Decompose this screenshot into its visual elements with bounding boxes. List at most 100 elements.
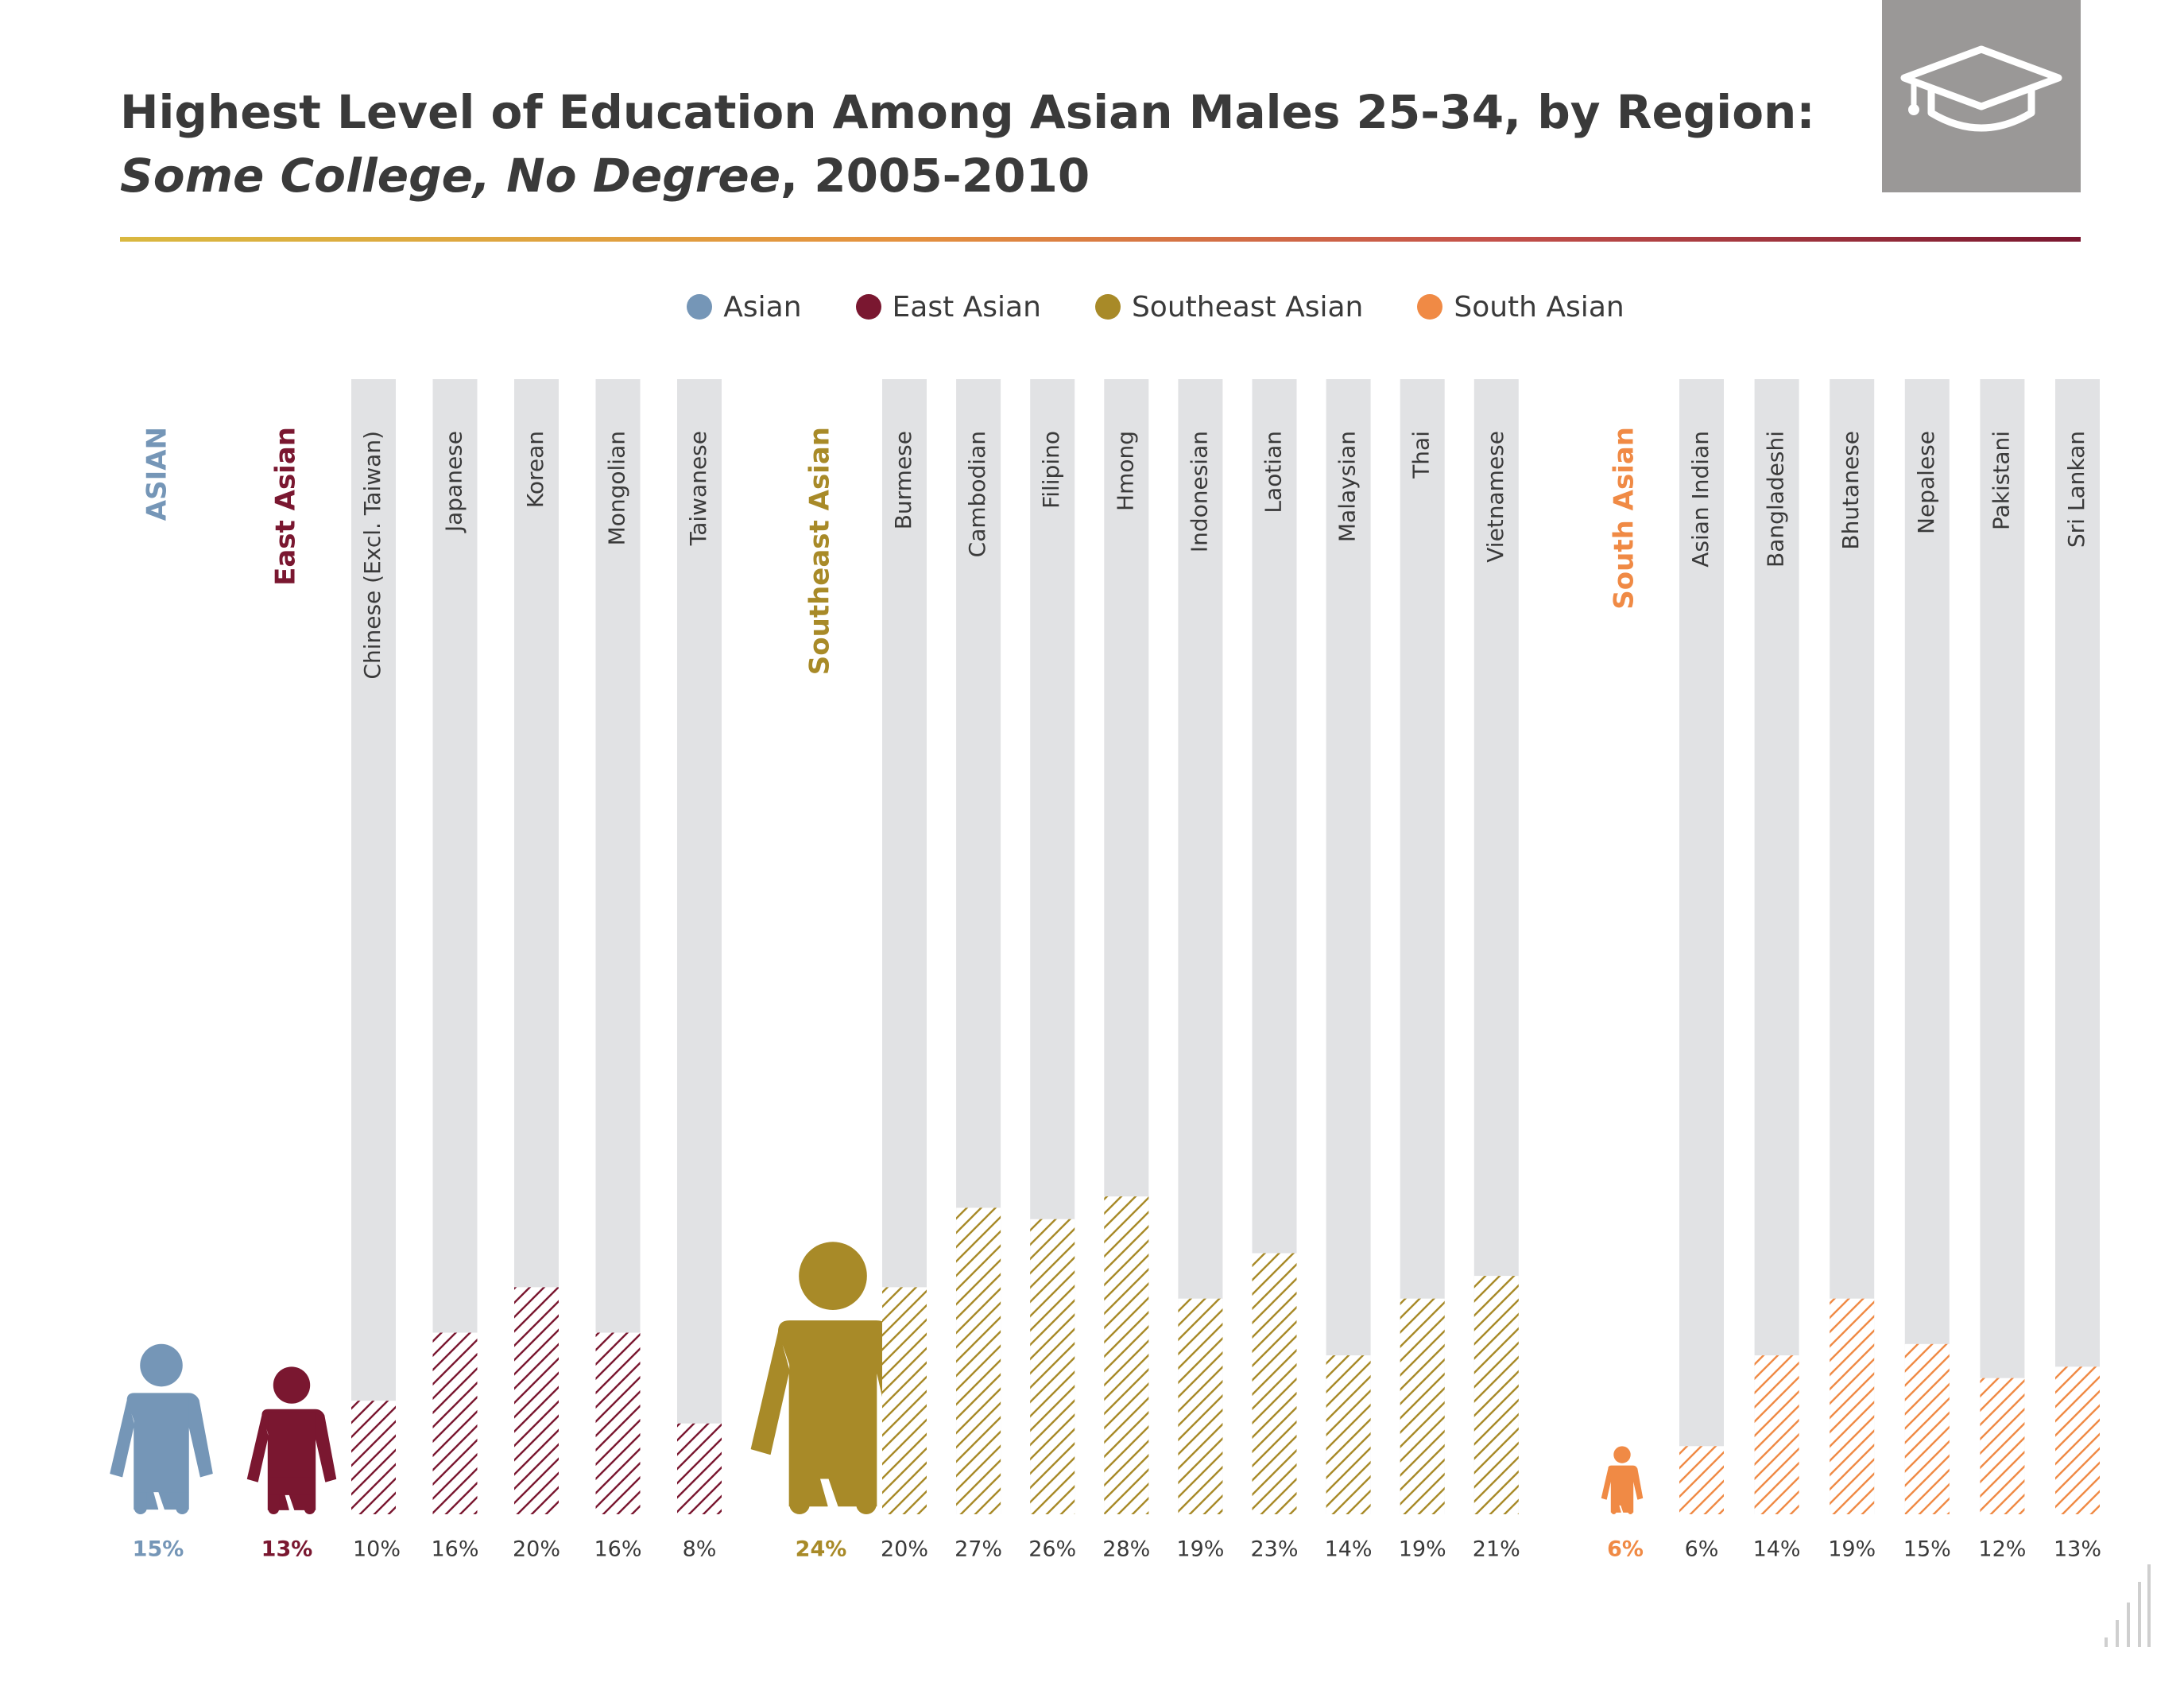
bar-taiwanese — [677, 1423, 722, 1514]
bar-label-indonesian: Indonesian — [1186, 431, 1212, 552]
legend-dot-asian — [687, 294, 713, 320]
person-hips — [789, 1446, 877, 1479]
bar-value-japanese: 16% — [431, 1537, 478, 1562]
figure-label-southeast-asian: Southeast Asian — [804, 427, 836, 675]
graduation-cap-icon — [1900, 45, 2062, 132]
bar-hmong — [1104, 1196, 1149, 1514]
bar-value-chinese-excl-taiwan: 10% — [353, 1537, 401, 1562]
bar-vietnamese — [1473, 1276, 1519, 1514]
subtitle-years: , 2005-2010 — [780, 149, 1090, 203]
title-divider — [120, 237, 2081, 242]
bar-label-nepalese: Nepalese — [1913, 431, 1939, 534]
bar-thai — [1400, 1298, 1445, 1514]
person-torso — [789, 1326, 877, 1458]
bar-label-burmese: Burmese — [890, 431, 916, 529]
legend-label-southeast-asian: Southeast Asian — [1131, 290, 1364, 324]
person-icon-southeast-asian — [750, 1242, 916, 1514]
bar-track-nepalese — [1904, 379, 1950, 1514]
bar-track-malaysian — [1326, 379, 1371, 1514]
bar-track-sri-lankan — [2055, 379, 2100, 1514]
legend-label-asian: Asian — [723, 290, 802, 324]
figure-label-east-asian: East Asian — [270, 427, 302, 586]
bar-label-hmong: Hmong — [1112, 431, 1138, 511]
bar-label-thai: Thai — [1408, 431, 1435, 479]
figure-value-southeast-asian: 24% — [796, 1537, 847, 1562]
person-hips — [268, 1477, 316, 1495]
bar-value-cambodian: 27% — [955, 1537, 1002, 1562]
legend-dot-east-asian — [855, 294, 881, 320]
bar-value-bangladeshi: 14% — [1753, 1537, 1801, 1562]
bar-value-nepalese: 15% — [1903, 1537, 1951, 1562]
bar-track-pakistani — [1980, 379, 2025, 1514]
person-head — [140, 1343, 183, 1387]
person-hips — [1611, 1497, 1633, 1506]
person-icon-east-asian — [246, 1366, 337, 1514]
bar-bhutanese — [1830, 1298, 1875, 1514]
bar-malaysian — [1326, 1355, 1371, 1514]
bar-bangladeshi — [1754, 1355, 1799, 1514]
bar-label-taiwanese: Taiwanese — [685, 431, 711, 546]
bar-mongolian — [595, 1332, 641, 1514]
bar-filipino — [1030, 1219, 1075, 1514]
legend-label-south-asian: South Asian — [1454, 290, 1624, 324]
bar-value-mongolian: 16% — [594, 1537, 641, 1562]
person-torso — [268, 1412, 316, 1484]
person-icon-asian — [110, 1343, 213, 1514]
bar-track-mongolian — [595, 379, 641, 1514]
bar-value-indonesian: 19% — [1176, 1537, 1224, 1562]
bar-track-chinese-excl-taiwan — [351, 379, 396, 1514]
person-head — [1613, 1446, 1631, 1463]
figure-value-east-asian: 13% — [261, 1537, 313, 1562]
bar-track-bangladeshi — [1754, 379, 1799, 1514]
person-icon-south-asian — [1601, 1446, 1644, 1514]
legend-item-southeast-asian: Southeast Asian — [1094, 290, 1364, 324]
bar-value-malaysian: 14% — [1325, 1537, 1373, 1562]
bar-value-vietnamese: 21% — [1473, 1537, 1520, 1562]
legend-dot-south-asian — [1417, 294, 1443, 320]
bar-value-asian-indian: 6% — [1685, 1537, 1719, 1562]
bar-label-chinese-excl-taiwan: Chinese (Excl. Taiwan) — [359, 431, 385, 680]
bar-label-korean: Korean — [522, 431, 548, 508]
signal-bars-icon — [2105, 1564, 2151, 1647]
legend-dot-southeast-asian — [1094, 294, 1121, 320]
figure-label-asian: ASIAN — [141, 427, 173, 521]
bar-value-korean: 20% — [513, 1537, 560, 1562]
bar-value-burmese: 20% — [881, 1537, 928, 1562]
bar-value-sri-lankan: 13% — [2054, 1537, 2101, 1562]
bar-indonesian — [1178, 1298, 1223, 1514]
bar-label-japanese: Japanese — [441, 431, 467, 533]
bar-label-pakistani: Pakistani — [1988, 431, 2014, 530]
bar-korean — [514, 1287, 559, 1514]
bar-chinese-excl-taiwan — [351, 1401, 396, 1514]
bar-track-asian-indian — [1679, 379, 1724, 1514]
bar-label-bhutanese: Bhutanese — [1837, 431, 1864, 550]
bar-japanese — [432, 1332, 478, 1514]
legend: Asian East Asian Southeast Asian South A… — [0, 283, 2184, 331]
bar-label-laotian: Laotian — [1260, 431, 1287, 514]
bar-label-vietnamese: Vietnamese — [1482, 431, 1508, 563]
bar-value-pakistani: 12% — [1978, 1537, 2026, 1562]
bar-value-filipino: 26% — [1028, 1537, 1076, 1562]
bar-label-malaysian: Malaysian — [1334, 431, 1361, 542]
bar-burmese — [882, 1287, 927, 1514]
bar-label-asian-indian: Asian Indian — [1687, 431, 1714, 568]
bar-label-bangladeshi: Bangladeshi — [1763, 431, 1789, 568]
bar-value-hmong: 28% — [1102, 1537, 1150, 1562]
legend-item-south-asian: South Asian — [1417, 291, 1624, 324]
bar-track-japanese — [432, 379, 478, 1514]
bar-label-cambodian: Cambodian — [964, 431, 990, 557]
graduation-cap-badge — [1882, 0, 2081, 192]
bar-sri-lankan — [2055, 1366, 2100, 1514]
bar-value-thai: 19% — [1399, 1537, 1446, 1562]
bar-nepalese — [1904, 1343, 1950, 1514]
legend-label-east-asian: East Asian — [892, 290, 1041, 324]
chart-title: Highest Level of Education Among Asian M… — [120, 85, 1815, 139]
person-torso — [1611, 1467, 1633, 1501]
person-hips — [134, 1471, 189, 1493]
bar-label-sri-lankan: Sri Lankan — [2063, 431, 2089, 548]
figure-label-south-asian: South Asian — [1609, 427, 1640, 610]
figure-value-asian: 15% — [133, 1537, 184, 1562]
bar-asian-indian — [1679, 1446, 1724, 1514]
person-head — [799, 1242, 867, 1310]
